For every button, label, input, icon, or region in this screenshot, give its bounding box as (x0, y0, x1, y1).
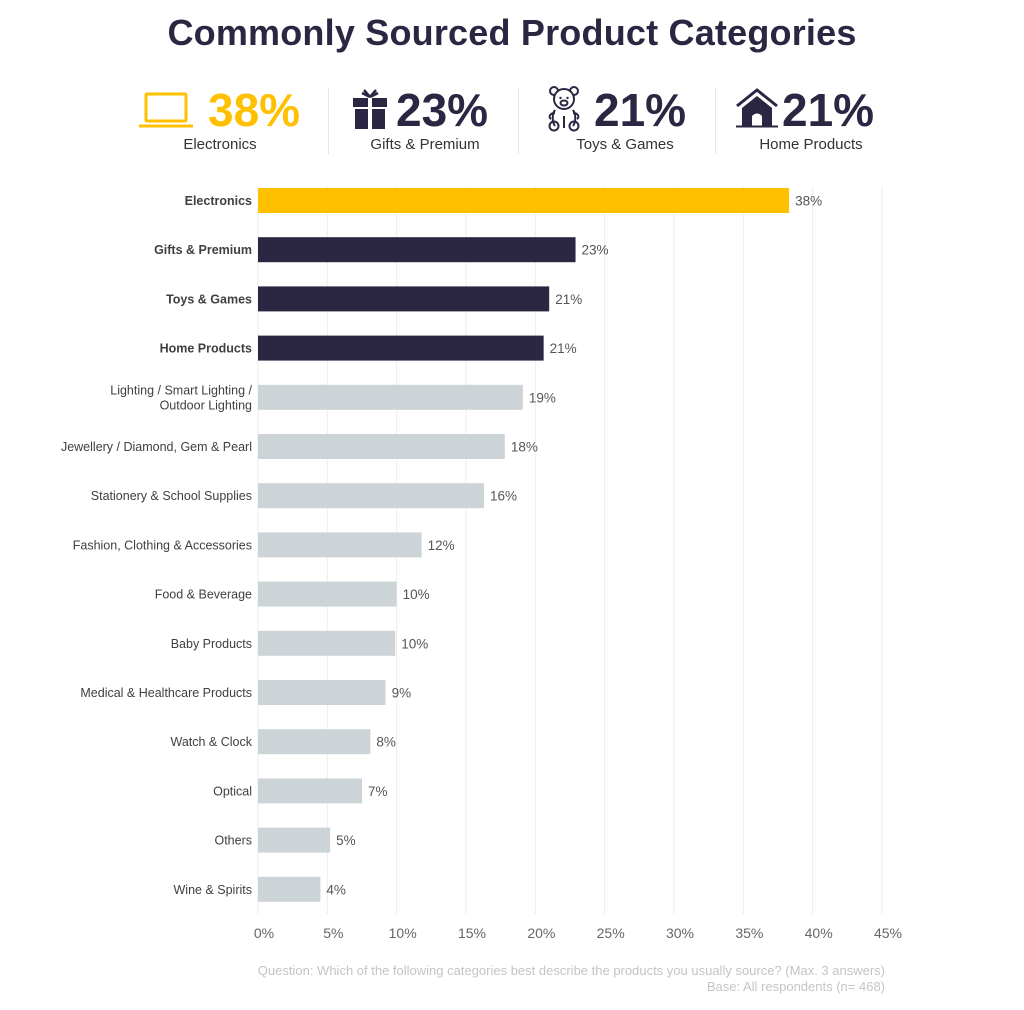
bar (258, 286, 550, 312)
data-label: 5% (336, 833, 356, 848)
chart-footer: Question: Which of the following categor… (258, 963, 885, 995)
data-label: 7% (368, 784, 388, 799)
teddy-bear-icon (546, 86, 582, 137)
kpi-label: Toys & Games (576, 136, 674, 153)
bar (258, 630, 396, 656)
kpi-strip: 38% Electronics 23% Gifts & Premium (138, 84, 888, 156)
bar (258, 532, 422, 558)
kpi-electronics: 38% Electronics (138, 84, 318, 156)
kpi-gifts: 23% Gifts & Premium (352, 84, 502, 156)
data-label: 38% (795, 194, 822, 209)
bar (258, 434, 505, 459)
data-label: 12% (428, 538, 455, 553)
house-icon (736, 88, 778, 133)
x-tick-label: 15% (458, 925, 486, 940)
category-label: Fashion, Clothing & Accessories (73, 538, 252, 552)
x-tick-label: 35% (735, 925, 763, 940)
kpi-label: Gifts & Premium (370, 136, 480, 153)
data-label: 8% (376, 735, 396, 750)
gift-icon (352, 88, 388, 135)
bar-chart: 0% 5% 10% 15% 20% 25% 30% 35% 40% 45% 38% Electroni… (61, 186, 902, 940)
category-label: Gifts & Premium (154, 243, 252, 257)
footer-base: Base: All respondents (n= 468) (706, 979, 885, 994)
bar (258, 729, 371, 755)
kpi-label: Electronics (183, 136, 257, 153)
chart-title: Commonly Sourced Product Categories (167, 12, 857, 53)
x-tick-label: 0% (254, 925, 274, 940)
data-label: 21% (555, 292, 582, 307)
x-tick-label: 10% (389, 925, 417, 940)
category-label: Lighting / Smart Lighting / (110, 383, 252, 397)
footer-question: Question: Which of the following categor… (257, 963, 885, 978)
x-tick-label: 40% (805, 925, 833, 940)
kpi-value: 21% (782, 84, 875, 136)
kpi-toys: 21% Toys & Games (546, 84, 696, 156)
kpi-divider (715, 88, 716, 154)
bar (258, 680, 386, 705)
category-label: Wine & Spirits (174, 883, 253, 897)
category-label: Optical (213, 784, 252, 798)
data-label: 16% (490, 489, 517, 504)
bar (258, 188, 790, 213)
category-label: Jewellery / Diamond, Gem & Pearl (61, 440, 252, 454)
kpi-home: 21% Home Products (736, 84, 886, 156)
bar (258, 876, 321, 902)
data-label: 10% (401, 636, 428, 651)
data-label: 9% (392, 686, 412, 701)
kpi-divider (328, 88, 329, 154)
category-label: Medical & Healthcare Products (80, 686, 252, 700)
x-tick-label: 25% (597, 925, 625, 940)
bar (258, 778, 362, 804)
data-label: 23% (582, 243, 609, 258)
bar (258, 483, 485, 509)
data-label: 19% (529, 390, 556, 405)
category-label: Outdoor Lighting (160, 398, 252, 412)
x-tick-label: 5% (323, 925, 343, 940)
kpi-label: Home Products (759, 136, 863, 153)
bar (258, 237, 576, 263)
category-label: Electronics (185, 194, 252, 208)
data-label: 21% (550, 341, 577, 356)
bar (258, 827, 331, 853)
data-label: 4% (326, 882, 346, 897)
bar (258, 384, 523, 410)
bar (258, 581, 397, 607)
kpi-value: 23% (396, 84, 489, 136)
x-tick-label: 30% (666, 925, 694, 940)
data-label: 10% (403, 587, 430, 602)
laptop-icon (138, 92, 194, 135)
x-tick-label: 45% (874, 925, 902, 940)
category-label: Watch & Clock (170, 735, 252, 749)
category-label: Others (214, 834, 252, 848)
category-label: Toys & Games (166, 292, 252, 306)
category-label: Baby Products (171, 637, 252, 651)
kpi-value: 38% (208, 84, 301, 136)
x-tick-label: 20% (527, 925, 555, 940)
category-label: Food & Beverage (155, 588, 252, 602)
kpi-divider (518, 88, 519, 154)
category-label: Stationery & School Supplies (91, 489, 252, 503)
bar (258, 335, 544, 361)
category-label: Home Products (160, 342, 252, 356)
data-label: 18% (511, 440, 538, 455)
kpi-value: 21% (594, 84, 687, 136)
